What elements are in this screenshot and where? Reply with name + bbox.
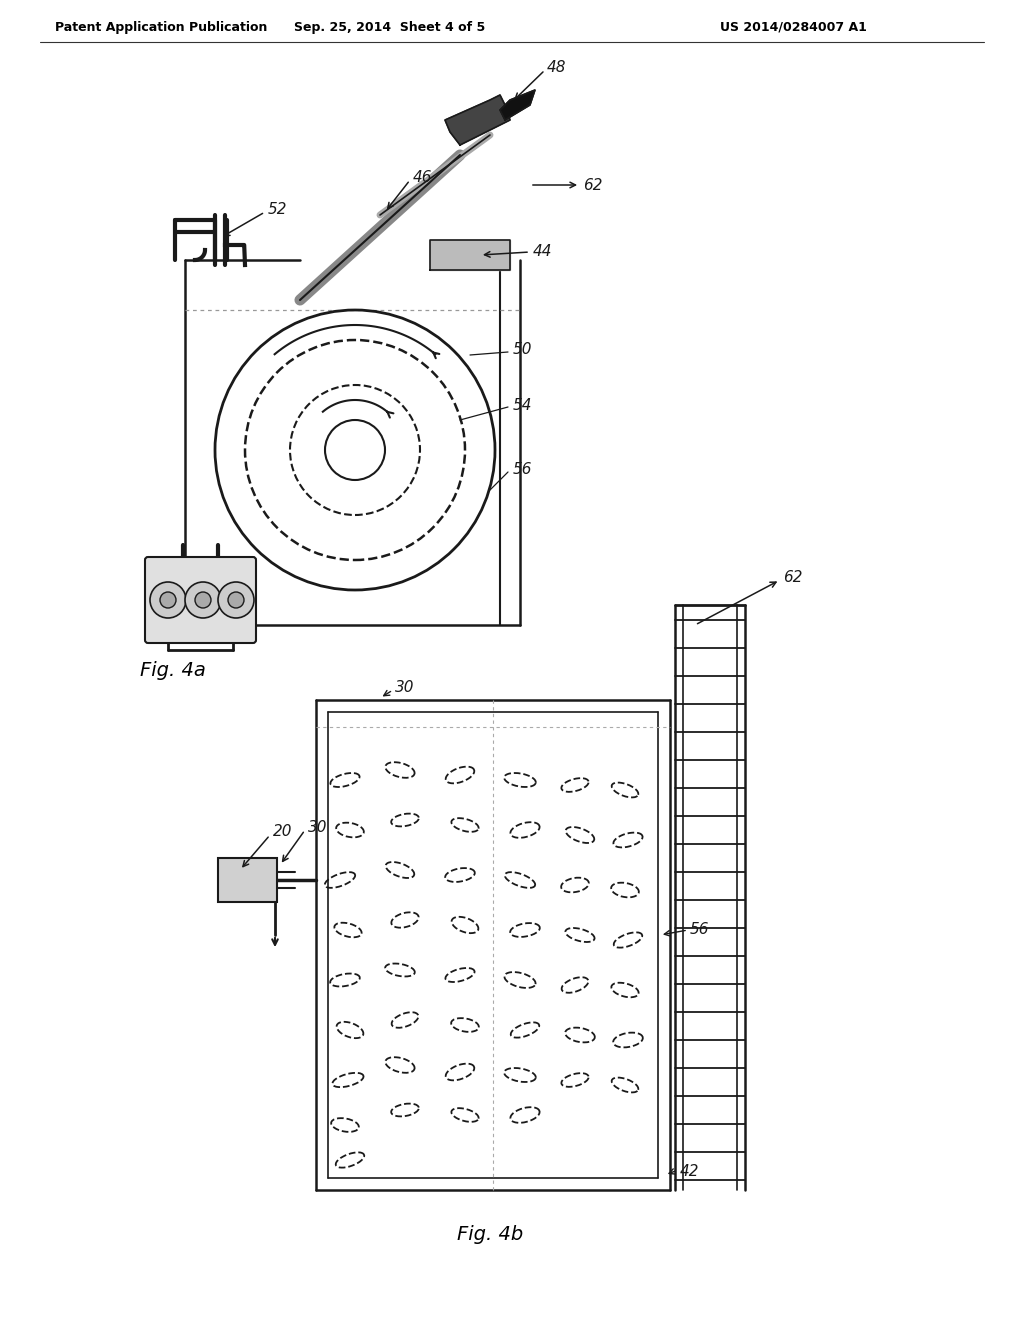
Text: 50: 50 [513, 342, 532, 358]
Circle shape [150, 582, 186, 618]
Text: 30: 30 [308, 821, 328, 836]
Text: Patent Application Publication: Patent Application Publication [55, 21, 267, 33]
Text: 56: 56 [513, 462, 532, 478]
Text: 52: 52 [268, 202, 288, 218]
Text: 62: 62 [783, 569, 803, 585]
Text: 48: 48 [547, 61, 566, 75]
Polygon shape [500, 90, 535, 120]
Text: 46: 46 [413, 169, 432, 185]
Circle shape [160, 591, 176, 609]
Text: Sep. 25, 2014  Sheet 4 of 5: Sep. 25, 2014 Sheet 4 of 5 [294, 21, 485, 33]
Text: 44: 44 [534, 244, 553, 260]
FancyBboxPatch shape [145, 557, 256, 643]
Text: 42: 42 [680, 1164, 699, 1180]
Circle shape [218, 582, 254, 618]
Circle shape [195, 591, 211, 609]
Polygon shape [445, 95, 510, 145]
Text: Fig. 4a: Fig. 4a [140, 660, 206, 680]
Text: 62: 62 [583, 177, 602, 193]
FancyBboxPatch shape [218, 858, 278, 902]
Text: 20: 20 [273, 825, 293, 840]
Text: US 2014/0284007 A1: US 2014/0284007 A1 [720, 21, 867, 33]
Polygon shape [430, 240, 510, 271]
Text: Fig. 4b: Fig. 4b [457, 1225, 523, 1245]
Text: 56: 56 [690, 923, 710, 937]
Circle shape [228, 591, 244, 609]
Text: 54: 54 [513, 397, 532, 412]
Circle shape [185, 582, 221, 618]
Text: 30: 30 [395, 681, 415, 696]
